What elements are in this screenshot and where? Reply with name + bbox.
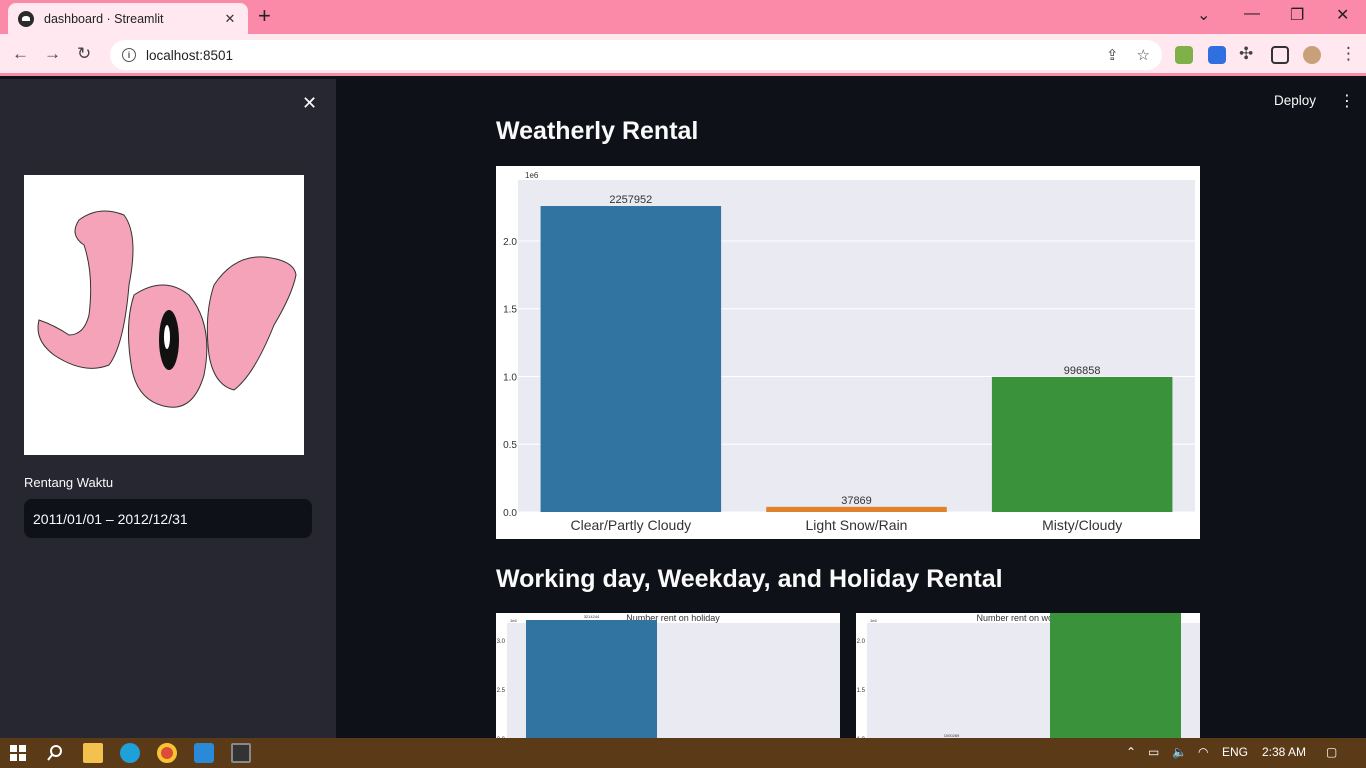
vscode-icon[interactable]	[194, 743, 214, 763]
y-tick-label: 1.0	[857, 737, 866, 738]
y-tick-label: 2.5	[497, 688, 506, 694]
deploy-button[interactable]: Deploy	[1274, 93, 1317, 108]
browser-menu-icon[interactable]: ⋮	[1340, 44, 1357, 63]
date-range-label: Rentang Waktu	[24, 475, 114, 490]
minimize-button[interactable]: —	[1244, 5, 1260, 22]
tray-chevron-up-icon[interactable]: ⌃	[1126, 745, 1137, 759]
x-tick-label: Misty/Cloudy	[1042, 517, 1122, 533]
holiday-bar-chart: 1e6 Number rent on holiday 1.52.02.53.0 …	[496, 613, 840, 738]
chart-title: Number rent on holiday	[626, 613, 720, 623]
y-tick-label: 1.0	[503, 372, 517, 383]
bar	[526, 620, 657, 738]
bar	[766, 506, 947, 512]
battery-icon[interactable]: ▭	[1148, 745, 1160, 759]
data-label: 3214244	[584, 614, 600, 619]
data-label: 996858	[1064, 365, 1101, 377]
side-panel-icon[interactable]	[1271, 46, 1289, 64]
tab-search-chevron-icon[interactable]: ⌄	[1197, 7, 1211, 24]
wifi-icon[interactable]: ◠	[1198, 745, 1209, 759]
y-tick-label: 1.5	[857, 688, 866, 694]
bar	[1050, 612, 1181, 738]
language-indicator[interactable]: ENG	[1222, 745, 1249, 759]
forward-button[interactable]: →	[44, 44, 61, 63]
data-label: 2257952	[609, 194, 652, 206]
windows-taskbar: ⌃ ▭ 🔈 ◠ ENG 2:38 AM ▢	[0, 738, 1366, 768]
chart-offset-label: 1e6	[525, 171, 539, 180]
extensions-puzzle-icon[interactable]: ✣	[1239, 44, 1254, 63]
bookmark-star-icon[interactable]: ☆	[1136, 47, 1150, 64]
bar	[991, 376, 1173, 512]
tab-title: dashboard · Streamlit	[44, 11, 164, 26]
share-icon[interactable]: ⇪	[1105, 47, 1119, 64]
reload-button[interactable]: ↻	[77, 44, 92, 63]
data-label: 1000269	[944, 733, 960, 738]
terminal-icon[interactable]	[231, 743, 251, 763]
y-tick-label: 0.5	[503, 440, 517, 451]
section-title-working-day: Working day, Weekday, and Holiday Rental	[496, 565, 1003, 593]
profile-avatar[interactable]	[1303, 46, 1321, 64]
notifications-icon[interactable]: ▢	[1326, 745, 1338, 759]
y-tick-label: 2.0	[857, 639, 866, 645]
close-window-button[interactable]: ✕	[1336, 7, 1350, 24]
weather-bar-chart: 1e6 0.0 0.5 1.0 1.5 2.0 2257952 Clear/Partly …	[496, 166, 1200, 539]
chart-offset-label: 1e6	[870, 618, 877, 623]
y-tick-label: 1.5	[503, 305, 517, 316]
sidebar: ✕ Rentang Waktu 2011/01/01 – 2012/12/31	[0, 79, 336, 738]
browser-toolbar: ← → ↻ i localhost:8501 ⇪ ☆ ✣ ⋮	[0, 34, 1366, 76]
browser-tab-bar: dashboard · Streamlit ✕ + ⌄ — ❐ ✕	[0, 0, 1366, 34]
tab-close-icon[interactable]: ✕	[224, 10, 236, 26]
extension-icon[interactable]	[1208, 46, 1226, 64]
volume-icon[interactable]: 🔈	[1172, 745, 1187, 759]
browser-tab[interactable]: dashboard · Streamlit ✕	[8, 3, 248, 34]
site-info-icon[interactable]: i	[122, 48, 136, 62]
y-tick-label: 2.0	[503, 237, 517, 248]
y-tick-label: 2.0	[497, 737, 506, 738]
clock[interactable]: 2:38 AM	[1262, 745, 1307, 759]
new-tab-button[interactable]: +	[258, 3, 271, 28]
url-text: localhost:8501	[146, 47, 234, 63]
chrome-icon[interactable]	[157, 743, 177, 763]
search-icon[interactable]	[45, 743, 65, 763]
x-tick-label: Clear/Partly Cloudy	[571, 517, 692, 533]
date-range-input[interactable]: 2011/01/01 – 2012/12/31	[24, 499, 312, 538]
edge-icon[interactable]	[120, 743, 140, 763]
main-menu-icon[interactable]: ⋮	[1339, 93, 1355, 110]
bar	[540, 206, 722, 512]
y-tick-label: 0.0	[503, 508, 517, 519]
streamlit-favicon-icon	[18, 10, 34, 27]
extension-icon[interactable]	[1175, 46, 1193, 64]
y-tick-label: 3.0	[497, 639, 506, 645]
section-title-weather: Weatherly Rental	[496, 117, 699, 145]
main-content: Deploy ⋮ Weatherly Rental 1e6 0.0 0.5 1.0 1…	[336, 79, 1366, 738]
address-bar[interactable]: i localhost:8501 ⇪ ☆	[110, 40, 1162, 70]
windows-start-icon[interactable]	[8, 743, 28, 763]
chart-title: Number rent on working day	[976, 613, 1090, 623]
close-sidebar-icon[interactable]: ✕	[302, 93, 318, 113]
file-explorer-icon[interactable]	[83, 743, 103, 763]
back-button[interactable]: ←	[12, 44, 29, 63]
chart-offset-label: 1e6	[510, 618, 517, 623]
working-day-bar-chart: 1e6 Number rent on working day 1.0 1.5 2.0…	[856, 606, 1200, 738]
logo-image	[24, 175, 304, 455]
data-label: 37869	[841, 495, 872, 507]
restore-button[interactable]: ❐	[1290, 7, 1305, 24]
x-tick-label: Light Snow/Rain	[806, 517, 908, 533]
